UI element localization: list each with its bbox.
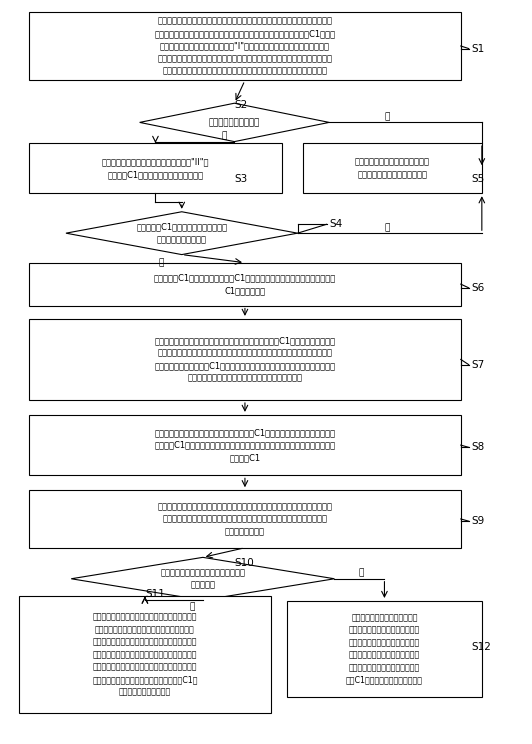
FancyBboxPatch shape [303, 143, 482, 193]
Text: S9: S9 [471, 516, 485, 526]
FancyBboxPatch shape [29, 490, 461, 548]
Text: 是: 是 [189, 603, 195, 612]
Text: 否: 否 [385, 223, 390, 233]
Text: 控制器控制液压系统对所有已分离的离合器对应的电磁阀进行无任何冲击的电流
冲击控制，利用周期性的异动运行冲制，冲制电流选择不改变正常电磁阀开
阀状态的缺冲电流: 控制器控制液压系统对所有已分离的离合器对应的电磁阀进行无任何冲击的电流 冲击控制… [157, 502, 332, 536]
Text: S8: S8 [471, 443, 485, 452]
Text: S11: S11 [145, 589, 165, 598]
FancyBboxPatch shape [29, 143, 282, 193]
Text: 确定为飞车事件，检测器继续监控转速相"II"阶
段离合器C1主动盘与从动盘之间的速度差: 确定为飞车事件，检测器继续监控转速相"II"阶 段离合器C1主动盘与从动盘之间的… [102, 158, 209, 179]
Text: S10: S10 [235, 557, 254, 568]
Polygon shape [71, 557, 335, 600]
FancyBboxPatch shape [29, 415, 461, 475]
Text: 否: 否 [385, 113, 390, 122]
FancyBboxPatch shape [287, 601, 482, 697]
Text: 是: 是 [158, 258, 163, 267]
Text: S6: S6 [471, 283, 485, 293]
Text: 继续对所有已分离离合器对应的
电磁阀进行无任何冲击的电流冲制
控制，直至一个冲制周期结束，停
止对所有已分离的离合器对应的电
磁阀的电流冲制，同时解除涉及离
合: 继续对所有已分离离合器对应的 电磁阀进行无任何冲击的电流冲制 控制，直至一个冲制… [346, 613, 423, 684]
Text: S7: S7 [471, 359, 485, 370]
Text: 停止对需要接合的非故障离合器对应的电磁阀进行
电流冲制控制，对其余已分离离合器对应的电磁
阀进行无任何冲击的电流冲制控制，将分离离合器
的电磁阀在离合器分离后进: 停止对需要接合的非故障离合器对应的电磁阀进行 电流冲制控制，对其余已分离离合器对… [92, 613, 198, 697]
Text: S4: S4 [329, 219, 343, 229]
Text: S12: S12 [471, 642, 491, 652]
FancyBboxPatch shape [29, 12, 461, 80]
Text: S3: S3 [235, 173, 248, 184]
Text: 判断换挡进程是否为负: 判断换挡进程是否为负 [209, 118, 260, 127]
FancyBboxPatch shape [29, 319, 461, 400]
Text: 判断离合器C1主动盘与从动盘之间的速
度差是否大于预设阈值: 判断离合器C1主动盘与从动盘之间的速 度差是否大于预设阈值 [136, 222, 227, 244]
Text: 在汽车行驶过程中，自动变速器接收来自控制器的换挡信号，开始由当前挡位向
目标挡位切换，换挡过程涉及改变液压系统中电磁阀通电状态使离合器C1接合；
换挡过程中充油: 在汽车行驶过程中，自动变速器接收来自控制器的换挡信号，开始由当前挡位向 目标挡位… [154, 16, 336, 75]
Text: 是: 是 [221, 131, 227, 140]
Text: 当前换挡过程未检测到离合器电磁
阀卡滞现象，正常进行换挡操作: 当前换挡过程未检测到离合器电磁 阀卡滞现象，正常进行换挡操作 [355, 158, 430, 179]
FancyBboxPatch shape [29, 263, 461, 306]
Text: 判断在冲制周期内是否存在非故障离合
器需要接合: 判断在冲制周期内是否存在非故障离合 器需要接合 [160, 568, 245, 589]
Text: S1: S1 [471, 44, 485, 54]
Text: 否: 否 [358, 568, 363, 577]
Polygon shape [140, 103, 329, 141]
FancyBboxPatch shape [19, 597, 271, 713]
Text: S2: S2 [235, 100, 248, 109]
Polygon shape [66, 212, 297, 254]
Text: 控制器控制液压系统和换挡执行机构切换挡位，使离合器C1分离，同时执行目标
挡位对应的换挡动作将挡位切换至当前挡位的最邻近挡位；其中，目标挡位对应
的换挡动作不涉: 控制器控制液压系统和换挡执行机构切换挡位，使离合器C1分离，同时执行目标 挡位对… [154, 336, 336, 382]
Text: 确定离合器C1出现滑摩，且离合器C1对应的电磁阀存在卡滞现象，确定离合器
C1为故障离合器: 确定离合器C1出现滑摩，且离合器C1对应的电磁阀存在卡滞现象，确定离合器 C1为… [154, 273, 336, 295]
Text: S5: S5 [471, 173, 485, 184]
Text: 在后续的换挡动作中，控制器限制涉及离合器C1接合动作的所有挡位，将所有涉
及离合器C1接合动作的挡位的换挡拨叉全部退置中位，分离电磁阀存在卡滞现象
的离合器C1: 在后续的换挡动作中，控制器限制涉及离合器C1接合动作的所有挡位，将所有涉 及离合… [154, 428, 336, 462]
